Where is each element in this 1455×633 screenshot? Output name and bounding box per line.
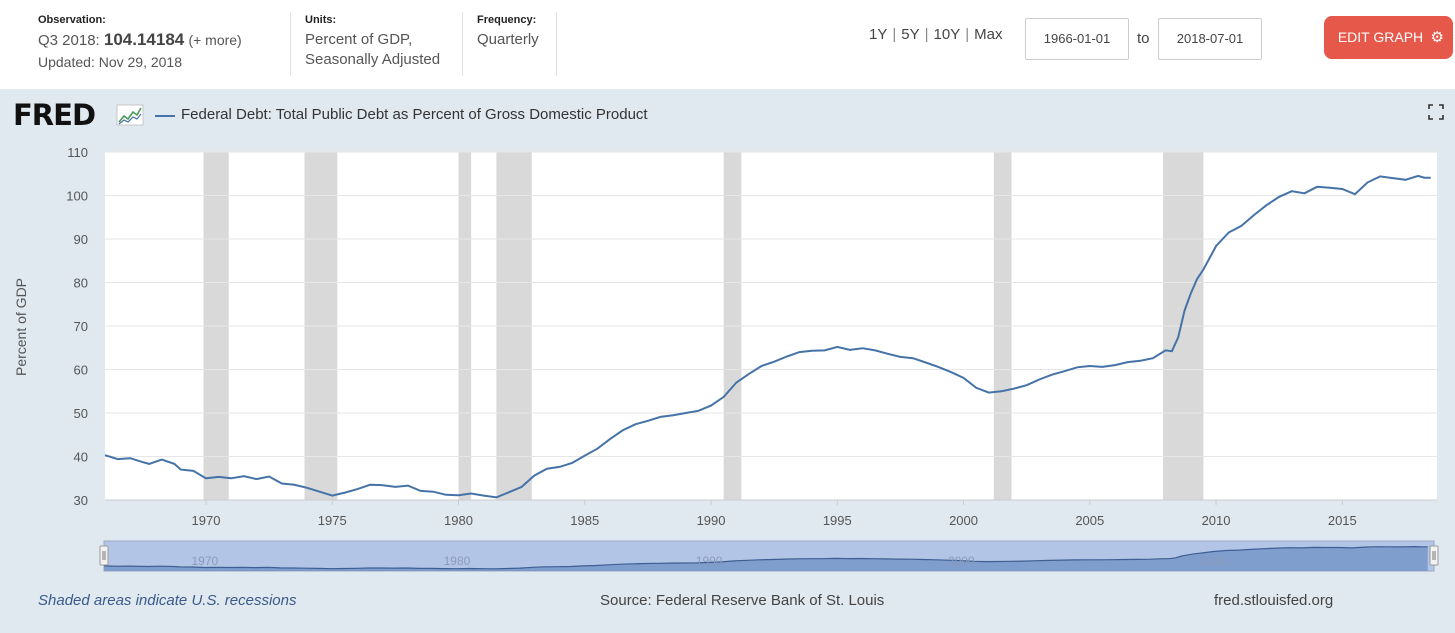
x-tick-label: 2015 — [1328, 513, 1357, 528]
recession-note: Shaded areas indicate U.S. recessions — [38, 592, 297, 609]
x-tick-label: 1995 — [823, 513, 852, 528]
edit-graph-button[interactable]: EDIT GRAPH ⚙ — [1324, 16, 1453, 59]
observation-period: Q3 2018: — [38, 32, 100, 49]
gear-icon: ⚙ — [1430, 29, 1444, 46]
navigator-handle[interactable] — [99, 545, 109, 566]
x-tick-label: 1970 — [192, 513, 221, 528]
y-tick-label: 100 — [66, 189, 88, 204]
fullscreen-icon[interactable] — [1428, 104, 1444, 120]
frequency-label: Frequency: — [477, 14, 537, 26]
x-tick-label: 2005 — [1075, 513, 1104, 528]
range-1y-button[interactable]: 1Y — [869, 26, 888, 43]
date-to-label: to — [1137, 30, 1150, 47]
x-tick-label: 1985 — [570, 513, 599, 528]
header-bar: Observation: Q3 2018: 104.14184 (+ more)… — [0, 0, 1455, 89]
units-label: Units: — [305, 14, 337, 26]
range-separator: | — [924, 26, 929, 43]
fred-chart-logo-icon — [116, 104, 144, 126]
divider — [462, 12, 463, 76]
observation-value: 104.14184 — [103, 30, 185, 49]
units-line1: Percent of GDP, — [305, 31, 413, 48]
y-tick-label: 110 — [67, 145, 88, 160]
observation-line: Q3 2018: 104.14184 (+ more) — [38, 30, 242, 50]
navigator-area — [104, 546, 1428, 571]
range-separator: | — [892, 26, 897, 43]
x-tick-label: 1975 — [318, 513, 347, 528]
navigator-tick-label: 1970 — [192, 554, 219, 568]
range-selector: 1Y | 5Y | 10Y | Max — [869, 26, 1002, 43]
y-tick-label: 90 — [74, 232, 88, 247]
y-tick-label: 60 — [74, 363, 88, 378]
frequency-value: Quarterly — [477, 31, 539, 48]
y-tick-label: 30 — [74, 493, 88, 508]
navigator-tick-label: 1990 — [696, 554, 723, 568]
chart-title: Federal Debt: Total Public Debt as Perce… — [181, 106, 648, 123]
navigator-line — [103, 545, 1428, 570]
x-tick-label: 1990 — [697, 513, 726, 528]
legend-line-swatch — [155, 115, 175, 117]
observation-more-link[interactable]: (+ more) — [188, 32, 242, 48]
range-5y-button[interactable]: 5Y — [901, 26, 920, 43]
edit-graph-label: EDIT GRAPH — [1337, 29, 1424, 45]
updated-date: Updated: Nov 29, 2018 — [38, 54, 182, 70]
frequency-block: Frequency: Quarterly — [477, 14, 539, 50]
x-tick-label: 2000 — [949, 513, 978, 528]
observation-block: Observation: Q3 2018: 104.14184 (+ more)… — [38, 14, 242, 70]
navigator-tick-label: 2000 — [948, 554, 975, 568]
y-tick-label: 40 — [74, 450, 88, 465]
navigator-tick-label: 2010 — [1200, 554, 1227, 568]
navigator-tick-label: 1980 — [444, 554, 471, 568]
observation-label: Observation: — [38, 14, 106, 26]
range-separator: | — [965, 26, 970, 43]
x-tick-label: 2010 — [1202, 513, 1231, 528]
range-max-button[interactable]: Max — [974, 26, 1003, 43]
divider — [290, 12, 291, 76]
y-tick-label: 80 — [74, 276, 88, 291]
units-block: Units: Percent of GDP, Seasonally Adjust… — [305, 14, 440, 70]
start-date-input[interactable]: 1966-01-01 — [1025, 18, 1129, 60]
x-tick-label: 1980 — [444, 513, 473, 528]
series-line — [104, 174, 1431, 499]
range-10y-button[interactable]: 10Y — [933, 26, 961, 43]
divider — [556, 12, 557, 76]
source-text: Source: Federal Reserve Bank of St. Loui… — [600, 592, 885, 609]
y-tick-label: 70 — [74, 319, 88, 334]
end-date-input[interactable]: 2018-07-01 — [1158, 18, 1262, 60]
navigator-handle[interactable] — [1429, 545, 1439, 566]
fred-logo[interactable]: FRED — [13, 98, 96, 132]
website-link[interactable]: fred.stlouisfed.org — [1214, 592, 1334, 609]
y-tick-label: 50 — [74, 406, 88, 421]
units-line2: Seasonally Adjusted — [305, 51, 441, 68]
